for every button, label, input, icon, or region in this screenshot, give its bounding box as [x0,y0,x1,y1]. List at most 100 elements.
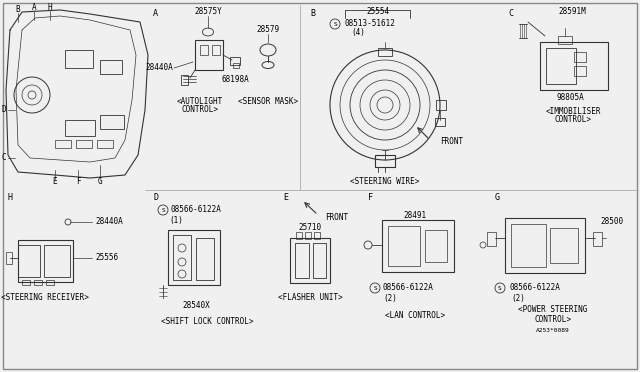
Bar [97,140,113,148]
Bar [314,232,320,239]
Text: F: F [368,193,373,202]
Bar [76,140,92,148]
Text: A: A [32,3,36,13]
Bar [574,52,586,62]
Text: 28579: 28579 [257,26,280,35]
Text: 28575Y: 28575Y [194,7,222,16]
Bar [375,155,395,167]
Bar [546,48,576,84]
Bar [558,36,572,44]
Text: <POWER STEERING: <POWER STEERING [518,305,588,314]
Bar [6,252,12,264]
Text: A253*0089: A253*0089 [536,327,570,333]
Bar [65,50,93,68]
Text: E: E [283,193,288,202]
Bar [196,238,214,280]
Text: (4): (4) [351,28,365,36]
Text: <STEERING WIRE>: <STEERING WIRE> [350,177,420,186]
Text: D: D [2,106,6,115]
Bar [173,235,191,280]
Text: E: E [52,177,58,186]
Text: 28491: 28491 [403,211,427,219]
Text: F: F [76,177,80,186]
Bar [65,120,95,136]
Text: FRONT: FRONT [325,212,348,221]
Bar [100,115,124,129]
Text: 28440A: 28440A [145,64,173,73]
Bar [230,57,240,65]
Bar [435,118,445,126]
Bar [550,228,578,263]
Text: <AUTOLIGHT: <AUTOLIGHT [177,97,223,106]
Bar [212,45,220,55]
Text: <FLASHER UNIT>: <FLASHER UNIT> [278,294,342,302]
Text: (1): (1) [169,215,183,224]
Text: 28440A: 28440A [95,218,123,227]
Bar [233,63,239,68]
Bar [18,245,40,277]
Text: 08566-6122A: 08566-6122A [509,283,561,292]
Bar [34,280,42,285]
Bar [200,45,208,55]
Text: <SHIFT LOCK CONTROL>: <SHIFT LOCK CONTROL> [161,317,253,327]
Bar [382,220,454,272]
Bar [313,243,326,278]
Bar [296,232,302,239]
Text: CONTROL>: CONTROL> [534,315,572,324]
Text: (2): (2) [383,294,397,302]
Text: H: H [48,3,52,13]
Bar [505,218,585,273]
Text: 08566-6122A: 08566-6122A [383,283,433,292]
Bar [295,243,309,278]
Bar [290,238,330,283]
Text: A: A [153,10,158,19]
Text: 08513-51612: 08513-51612 [344,19,396,29]
Text: FRONT: FRONT [440,138,463,147]
Text: CONTROL>: CONTROL> [182,106,218,115]
Text: S: S [333,22,337,26]
Bar [425,230,447,262]
Text: 28540X: 28540X [182,301,210,310]
Text: S: S [373,285,377,291]
Text: D: D [153,193,158,202]
Bar [305,232,311,239]
Text: 25556: 25556 [95,253,118,263]
Text: (2): (2) [511,294,525,302]
Text: 28500: 28500 [600,218,623,227]
Text: 98805A: 98805A [556,93,584,103]
Text: C: C [508,10,513,19]
Bar [511,224,546,267]
Text: 28591M: 28591M [558,7,586,16]
Bar [436,100,446,110]
Bar [181,75,188,85]
Text: C: C [2,154,6,163]
Text: 25710: 25710 [298,224,321,232]
Bar [540,42,608,90]
Text: G: G [98,177,102,186]
Bar [46,280,54,285]
Bar [100,60,122,74]
Text: <SENSOR MASK>: <SENSOR MASK> [238,97,298,106]
Bar [388,226,420,266]
Text: <LAN CONTROL>: <LAN CONTROL> [385,311,445,320]
Text: 08566-6122A: 08566-6122A [171,205,221,215]
Text: S: S [498,285,502,291]
Bar [574,66,586,76]
Bar [168,230,220,285]
Bar [44,245,70,277]
Text: S: S [161,208,165,212]
Bar [55,140,71,148]
Text: B: B [16,6,20,15]
Text: <STEERING RECEIVER>: <STEERING RECEIVER> [1,294,89,302]
Text: B: B [310,10,315,19]
Text: CONTROL>: CONTROL> [554,115,591,125]
Text: 25554: 25554 [367,7,390,16]
Bar [18,240,73,282]
Text: G: G [495,193,500,202]
Text: <IMMOBILISER: <IMMOBILISER [545,108,601,116]
Text: H: H [8,193,13,202]
Bar [487,232,496,246]
Bar [378,48,392,56]
Bar [195,40,223,70]
Bar [22,280,30,285]
